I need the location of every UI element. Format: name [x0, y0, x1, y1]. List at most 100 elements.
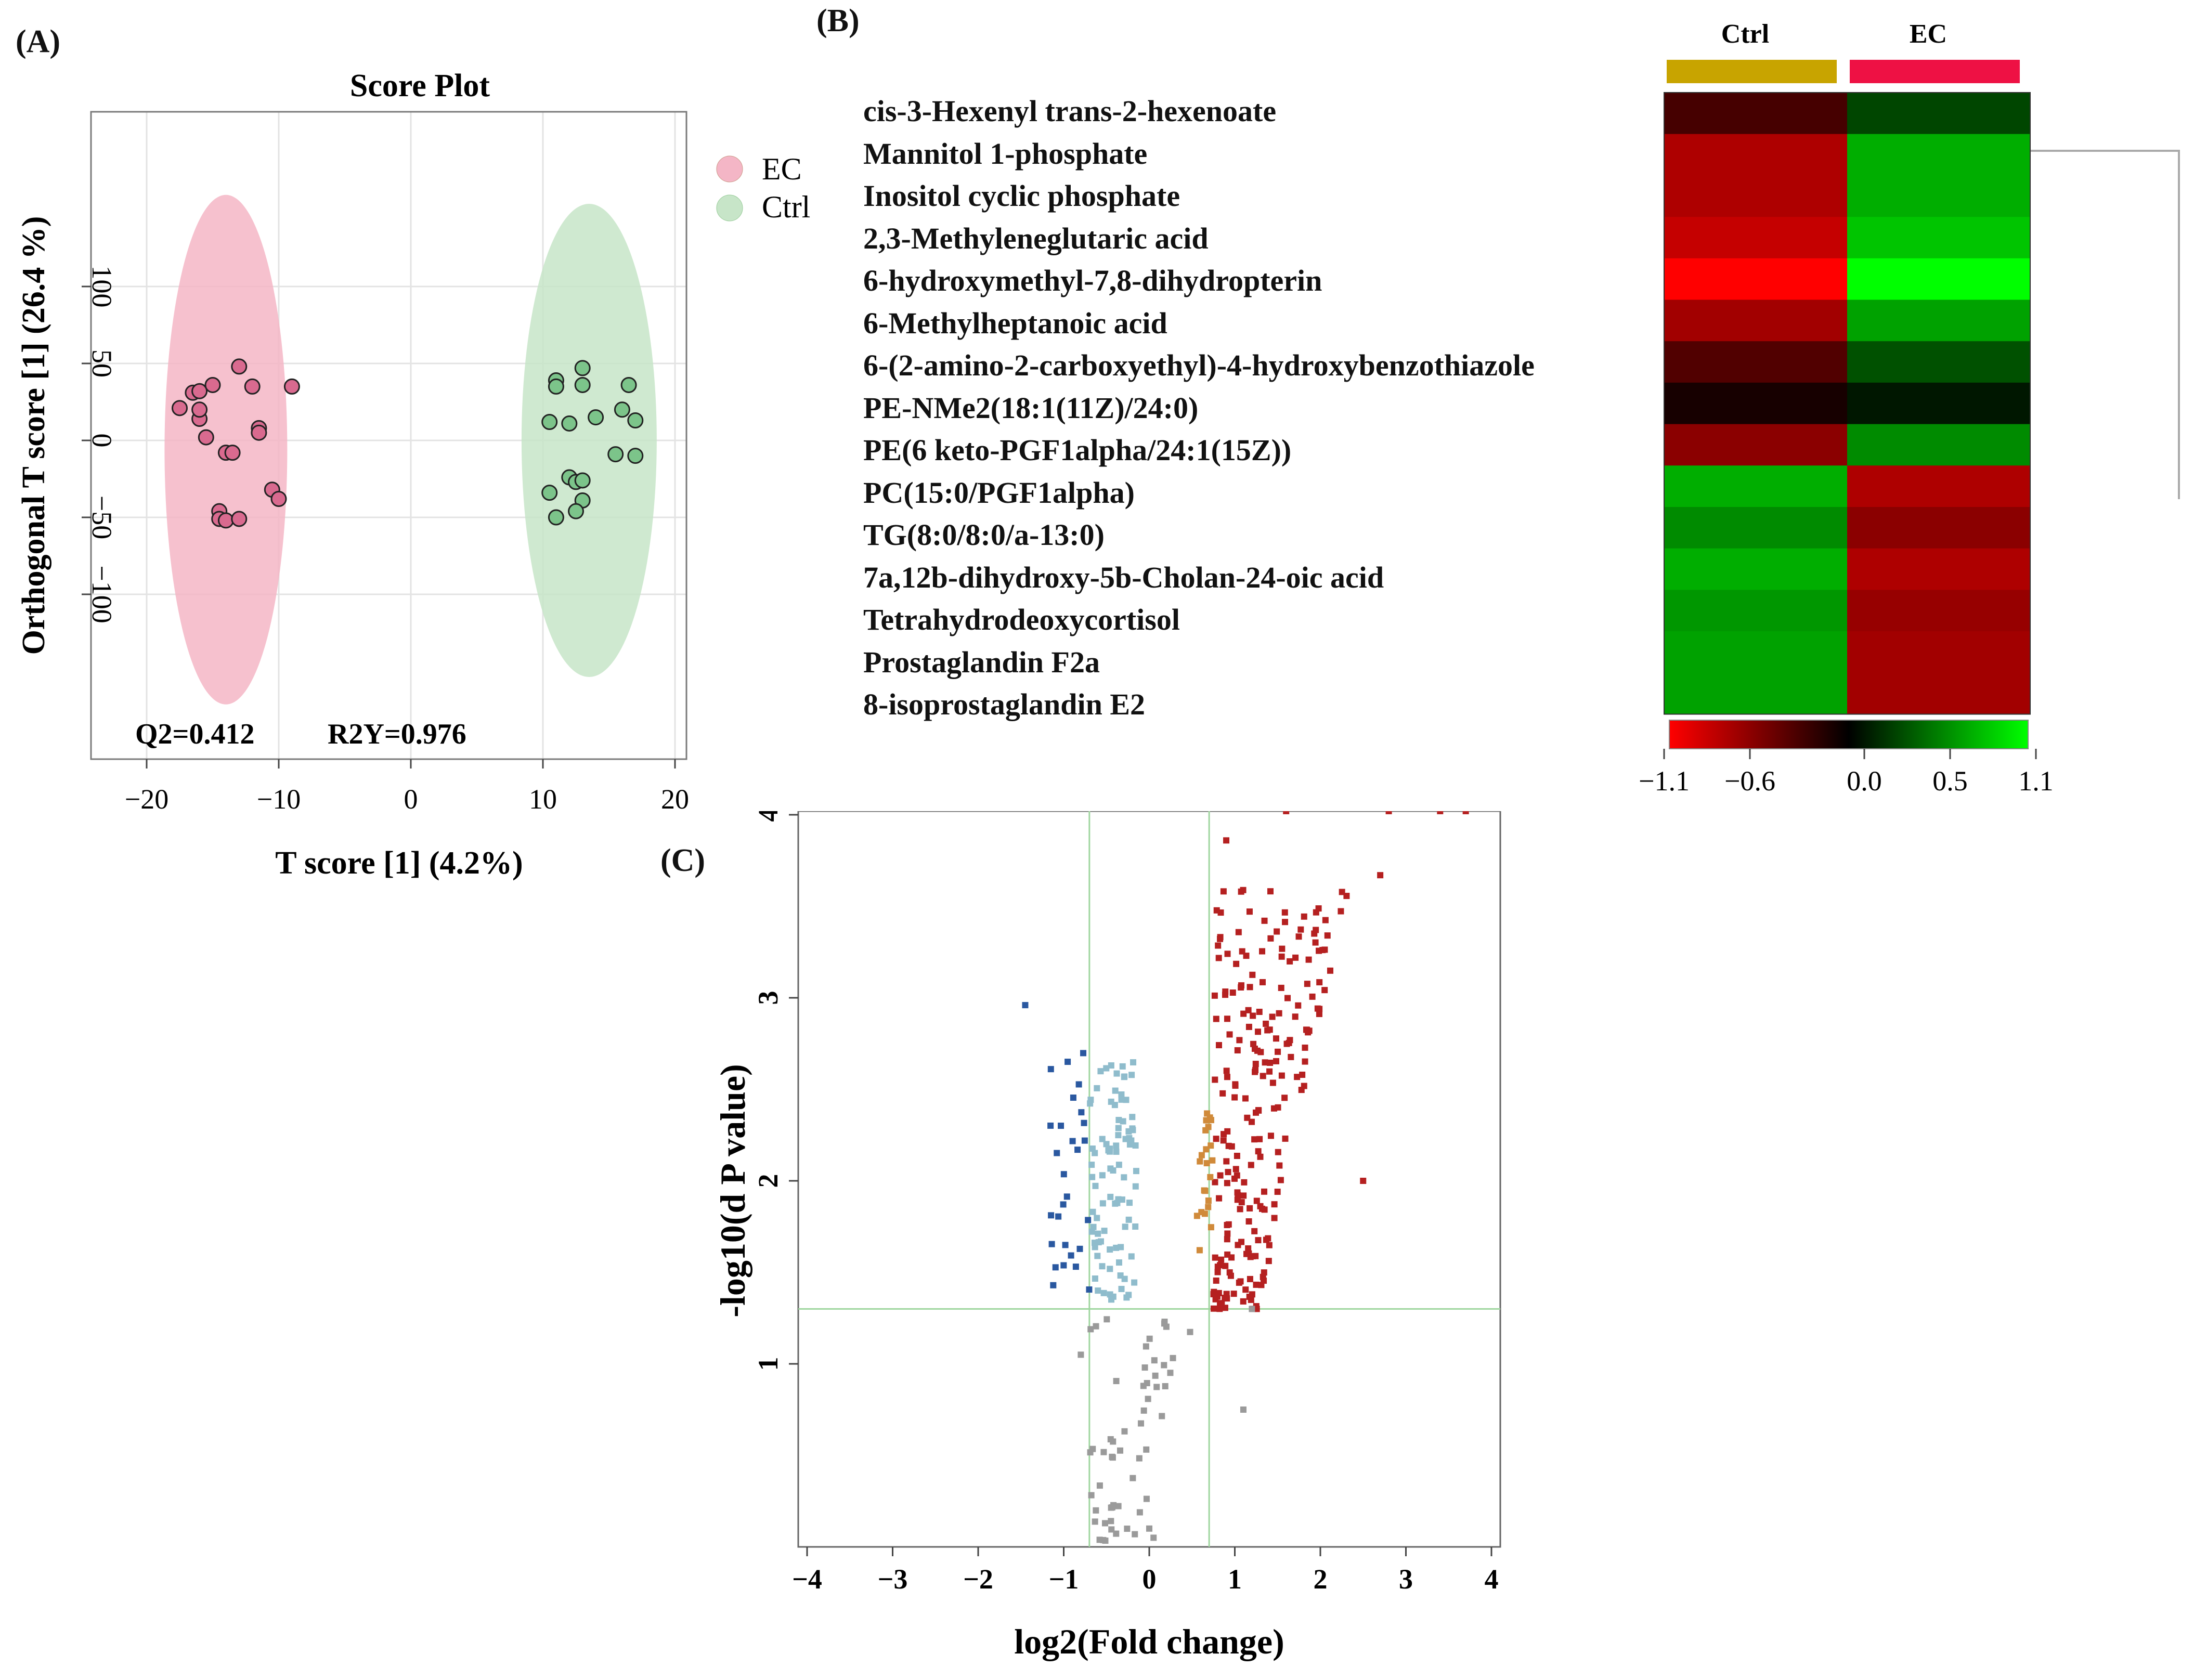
volcano-point-up: [1212, 1254, 1218, 1261]
volcano-point-down-minor: [1087, 1100, 1094, 1107]
volcano-point-down-minor: [1119, 1196, 1125, 1203]
volcano-point-up: [1246, 908, 1253, 915]
volcano-point-up: [1281, 1095, 1288, 1101]
volcano-point-up: [1236, 1279, 1242, 1286]
heatmap-cell: [1847, 341, 2030, 383]
volcano-point-ns: [1117, 1447, 1124, 1454]
volcano-point-ns: [1161, 1362, 1167, 1369]
volcano-point-down: [1055, 1213, 1062, 1220]
volcano-x-tick-label-2: −2: [963, 1564, 993, 1595]
volcano-point-up: [1245, 1007, 1252, 1013]
volcano-point-down-minor: [1119, 1063, 1126, 1070]
volcano-point-up: [1301, 913, 1307, 920]
colorbar-tick-label-2: 0.0: [1847, 765, 1882, 797]
score-point-ec-6: [231, 358, 248, 375]
volcano-point-down-minor: [1094, 1085, 1100, 1091]
volcano-point-ns: [1140, 1407, 1147, 1414]
volcano-point-down-minor: [1111, 1102, 1118, 1109]
heatmap-cell: [1664, 175, 1847, 217]
volcano-point-down-minor: [1108, 1296, 1115, 1303]
heatmap-cell: [1664, 382, 1847, 425]
volcano-point-up: [1273, 1035, 1279, 1042]
volcano-point-up: [1276, 1162, 1283, 1169]
metabolite-label: 8-isoprostaglandin E2: [863, 687, 1146, 721]
heatmap-group-bar-ctrl: [1667, 60, 1837, 83]
volcano-point-up: [1246, 1294, 1253, 1300]
volcano-point-up: [1309, 993, 1316, 1000]
heatmap-cell: [1664, 507, 1847, 549]
volcano-x-tick-label-3: −1: [1049, 1564, 1079, 1595]
volcano-point-down-minor: [1117, 1272, 1124, 1279]
volcano-point-ns: [1167, 1370, 1174, 1376]
volcano-point-up: [1306, 1027, 1313, 1034]
volcano-point-up: [1253, 1197, 1260, 1204]
volcano-point-ns: [1092, 1518, 1098, 1525]
heatmap-cell: [1847, 507, 2030, 549]
volcano-point-ns: [1143, 1495, 1150, 1502]
volcano-point-up: [1304, 981, 1310, 987]
volcano-point-up: [1222, 988, 1229, 995]
heatmap-cell: [1847, 590, 2030, 632]
volcano-point-ns: [1240, 1406, 1247, 1413]
volcano-point-up: [1301, 1083, 1307, 1089]
volcano-point-ns: [1113, 1378, 1120, 1385]
volcano-point-up: [1217, 909, 1224, 916]
score-point-ctrl-8: [561, 415, 578, 432]
volcano-point-down-minor: [1099, 1172, 1106, 1179]
heatmap-frame: [1664, 92, 2031, 715]
volcano-point-up: [1222, 1262, 1229, 1269]
volcano-point-ns: [1121, 1428, 1128, 1435]
volcano-point-up: [1261, 917, 1268, 924]
volcano-point-ns: [1130, 1475, 1136, 1481]
volcano-point-up: [1245, 1023, 1252, 1030]
volcano-point-up: [1279, 945, 1286, 952]
score-point-ctrl-9: [541, 413, 558, 430]
volcano-point-up: [1213, 1015, 1219, 1022]
volcano-point-ns: [1153, 1384, 1160, 1390]
score-point-ec-2: [191, 383, 208, 399]
volcano-point-down-minor: [1097, 1238, 1104, 1245]
volcano-point-ns: [1132, 1531, 1138, 1538]
volcano-point-up: [1266, 1068, 1273, 1075]
score-x-axis-title: T score [1] (4.2%): [275, 845, 523, 881]
volcano-point-up: [1277, 1177, 1284, 1183]
volcano-point-up: [1234, 1196, 1241, 1203]
volcano-point-up: [1316, 1011, 1322, 1018]
volcano-point-up: [1294, 1074, 1301, 1080]
volcano-point-ns: [1107, 1436, 1114, 1443]
volcano-point-up: [1292, 1013, 1299, 1020]
legend-ctrl-label: Ctrl: [762, 190, 810, 224]
volcano-point-down: [1072, 1264, 1079, 1270]
volcano-point-down-minor: [1129, 1114, 1136, 1121]
volcano-point-up: [1271, 1215, 1278, 1221]
score-point-ec-4: [191, 401, 208, 418]
volcano-point-up: [1214, 1269, 1221, 1275]
volcano-point-ns: [1143, 1343, 1149, 1350]
volcano-point-up: [1286, 1039, 1292, 1046]
score-y-axis-title: Orthogonal T score [1] (26.4 %): [16, 216, 51, 655]
volcano-point-ns: [1077, 1351, 1084, 1358]
volcano-point-ns: [1113, 1530, 1120, 1537]
metabolite-label: 6-Methylheptanoic acid: [863, 306, 1167, 340]
score-plot-title: Score Plot: [350, 68, 490, 103]
metabolite-label: PE(6 keto-PGF1alpha/24:1(15Z)): [863, 433, 1292, 467]
heatmap-cell: [1664, 134, 1847, 176]
volcano-point-down: [1047, 1122, 1054, 1129]
score-x-tick-label-1: −10: [257, 784, 301, 815]
volcano-point-up: [1316, 1006, 1323, 1012]
volcano-point-up: [1224, 1015, 1230, 1022]
volcano-point-up: [1271, 1201, 1278, 1208]
volcano-point-up: [1343, 893, 1350, 900]
volcano-point-up: [1283, 811, 1290, 814]
volcano-point-up: [1216, 1306, 1223, 1312]
panel-a-label: (A): [16, 24, 61, 59]
score-point-ec-7: [244, 378, 261, 395]
volcano-point-ns: [1141, 1364, 1148, 1371]
volcano-point-down-minor: [1118, 1285, 1125, 1292]
volcano-point-up: [1274, 1189, 1281, 1195]
volcano-point-ns: [1100, 1449, 1107, 1455]
volcano-point-down-minor: [1092, 1244, 1098, 1251]
volcano-point-up: [1284, 995, 1291, 1001]
volcano-point-up-minor: [1198, 1152, 1205, 1158]
